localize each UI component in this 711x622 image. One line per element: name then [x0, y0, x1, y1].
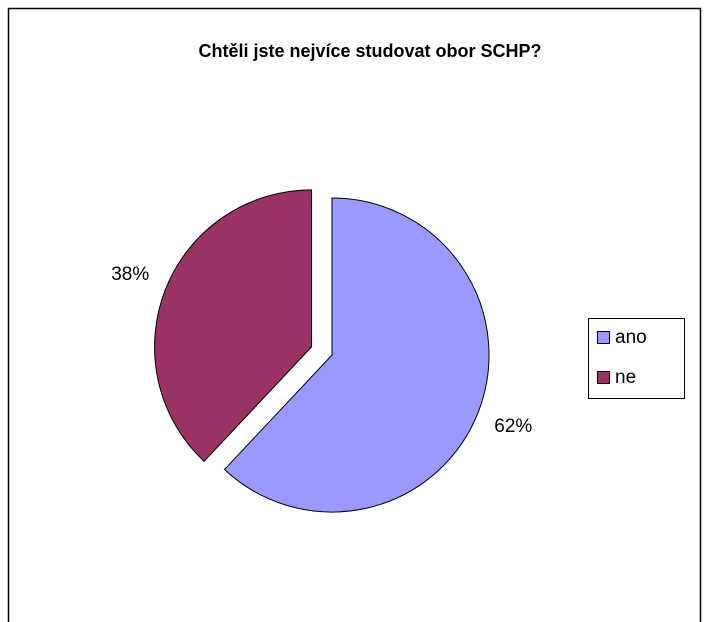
data-label: 62%: [494, 416, 532, 437]
data-label: 38%: [111, 264, 149, 285]
legend-swatch: [597, 371, 610, 384]
legend-label: ne: [615, 367, 636, 388]
legend-label: ano: [615, 327, 647, 348]
chart-title: Chtěli jste nejvíce studovat obor SCHP?: [198, 41, 541, 61]
chart-border: [7, 7, 702, 622]
legend-swatch: [597, 331, 610, 344]
pie-slice: [154, 189, 313, 463]
pie-slice: [223, 197, 490, 513]
